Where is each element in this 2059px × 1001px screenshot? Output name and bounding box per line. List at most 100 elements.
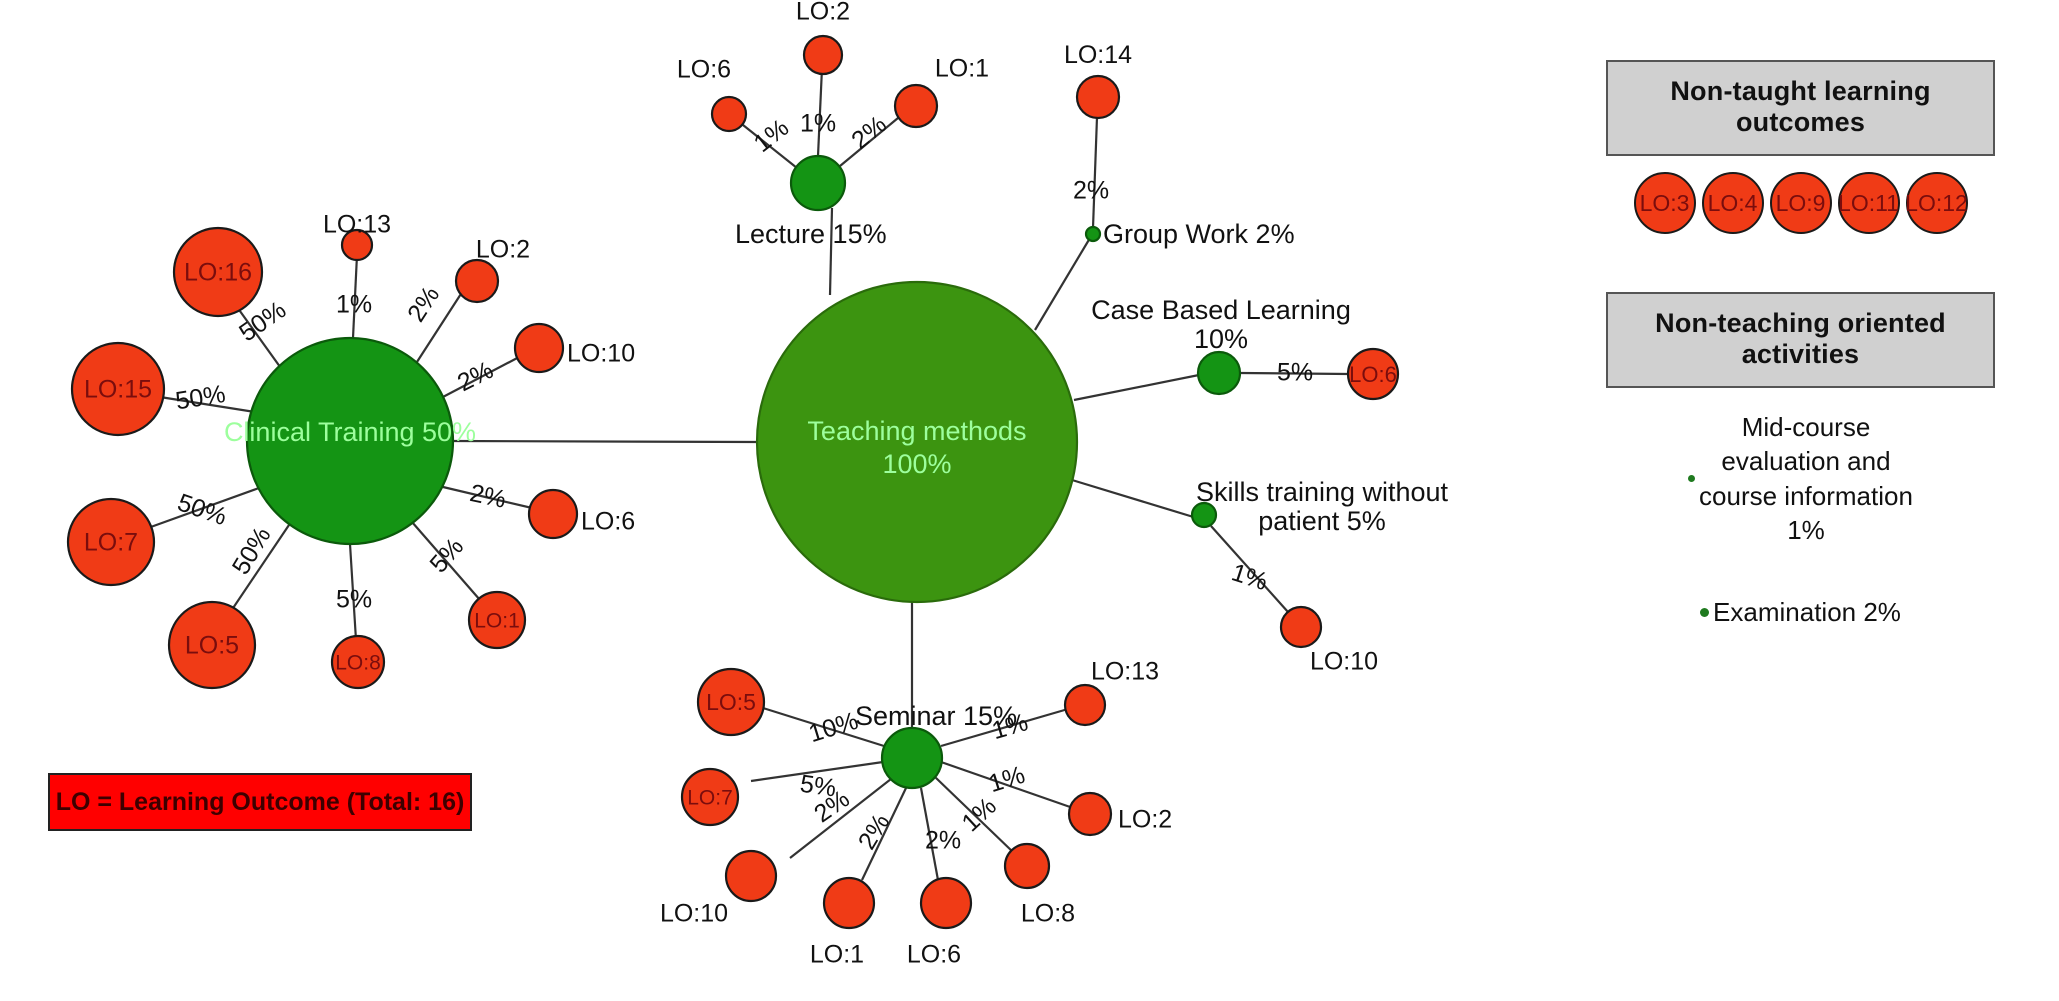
lo-node-seminar-lo10[interactable] — [724, 849, 778, 903]
lo-node-clinical-lo15[interactable] — [70, 341, 166, 437]
non-teaching-panel-title: Non-teaching oriented activities — [1606, 292, 1995, 388]
method-node-clinical-training[interactable] — [245, 336, 455, 546]
activity-item-midcourse[interactable]: Mid-course evaluation and course informa… — [1606, 410, 1995, 547]
lo-node-clinical-lo7[interactable] — [66, 497, 156, 587]
method-label-case-based-learning-line1: Case Based Learning — [1091, 295, 1351, 325]
activity-midcourse-text: Mid-course evaluation and course informa… — [1699, 410, 1913, 547]
edge-clinical-lo6 — [442, 485, 533, 510]
activity-examination-text: Examination 2% — [1713, 597, 1901, 628]
edge-clinical-lo8 — [348, 543, 358, 641]
edge-weight-seminar-lo6: 2% — [925, 827, 961, 855]
edge-seminar-lo10 — [789, 778, 892, 859]
lo-node-groupwork-lo14[interactable] — [1075, 74, 1121, 120]
edge-weight-seminar-lo2: 1% — [986, 761, 1029, 798]
lo-label-lecture-lo2: LO:2 — [796, 0, 850, 26]
lo-node-seminar-lo6[interactable] — [919, 876, 973, 930]
lo-label-clinical-lo1: LO:1 — [474, 610, 520, 633]
non-taught-lo-chip[interactable]: LO:11 — [1837, 172, 1900, 234]
lo-node-clinical-lo16[interactable] — [172, 226, 264, 318]
method-node-group-work[interactable] — [1084, 225, 1102, 243]
lo-node-seminar-lo7[interactable] — [680, 767, 740, 827]
lo-node-seminar-lo13[interactable] — [1063, 683, 1107, 727]
lo-label-clinical-lo2: LO:2 — [476, 236, 530, 264]
activity-midcourse-line4: 1% — [1787, 514, 1825, 545]
lo-node-clinical-lo8[interactable] — [330, 634, 386, 690]
edge-seminar-lo1 — [861, 787, 907, 881]
lo-node-seminar-lo5[interactable] — [696, 667, 766, 737]
edge-weight-lecture-lo6: 1% — [749, 114, 795, 158]
non-taught-lo-chip[interactable]: LO:12 — [1905, 172, 1968, 234]
lo-label-lecture-lo1: LO:1 — [935, 55, 989, 83]
lo-node-clinical-lo10[interactable] — [513, 322, 565, 374]
method-node-case-based-learning[interactable] — [1196, 350, 1242, 396]
lo-label-seminar-lo2: LO:2 — [1118, 806, 1172, 834]
edge-root-clinical-training — [452, 439, 758, 444]
lo-node-seminar-lo8[interactable] — [1003, 842, 1051, 890]
lo-node-casebased-lo6[interactable] — [1346, 347, 1400, 401]
edge-weight-clinical-lo6: 2% — [467, 479, 508, 514]
lo-node-skills-lo10[interactable] — [1279, 605, 1323, 649]
edge-seminar-lo8 — [934, 776, 1015, 854]
lo-node-clinical-lo6[interactable] — [527, 488, 579, 540]
lo-label-clinical-lo7: LO:7 — [84, 529, 138, 557]
edge-root-skills-training — [1071, 478, 1201, 521]
edge-root-group-work — [1034, 237, 1091, 331]
activity-midcourse-line3: course information — [1699, 480, 1913, 511]
edge-seminar-lo13 — [940, 707, 1069, 748]
edge-weight-clinical-lo1: 5% — [424, 533, 469, 579]
lo-node-clinical-lo5[interactable] — [167, 600, 257, 690]
edge-lecture-lo2 — [816, 67, 824, 157]
lo-label-clinical-lo6: LO:6 — [581, 508, 635, 536]
non-taught-learning-outcomes-panel: Non-taught learning outcomes LO:3 LO:4 L… — [1606, 60, 1995, 234]
lo-label-clinical-lo10: LO:10 — [567, 340, 635, 368]
edge-clinical-lo1 — [411, 521, 481, 601]
lo-label-seminar-lo1: LO:1 — [810, 941, 864, 969]
edge-clinical-lo2 — [414, 282, 469, 366]
seminar-lo-nodes: LO:5 LO:7 LO:10 LO:1 LO:6 LO:8 LO:2 LO:1… — [660, 658, 1172, 969]
lo-node-lecture-lo2[interactable] — [802, 34, 844, 76]
lo-label-seminar-lo8: LO:8 — [1021, 900, 1075, 928]
activity-item-examination[interactable]: Examination 2% — [1606, 595, 1995, 629]
non-taught-lo-chip[interactable]: LO:9 — [1769, 172, 1832, 234]
method-label-group-work: Group Work 2% — [1103, 219, 1295, 249]
method-label-clinical-training: Clinical Training 50% — [224, 417, 476, 447]
non-taught-panel-title: Non-taught learning outcomes — [1606, 60, 1995, 156]
method-label-teaching-methods-line2: 100% — [882, 449, 951, 479]
non-taught-lo-chip[interactable]: LO:3 — [1633, 172, 1696, 234]
edge-weight-lecture-lo2: 1% — [800, 110, 836, 138]
edge-weight-clinical-lo7: 50% — [174, 488, 230, 531]
edge-weight-casebased-lo6: 5% — [1277, 359, 1313, 387]
lo-node-clinical-lo2[interactable] — [454, 258, 500, 304]
edge-weight-clinical-lo15: 50% — [174, 380, 228, 415]
root-edges — [452, 207, 1201, 730]
edge-weight-seminar-lo1: 2% — [853, 809, 896, 854]
method-node-skills-training[interactable] — [1190, 501, 1218, 529]
case-based-branch: 5% LO:6 — [1239, 347, 1400, 401]
method-label-case-based-learning-line2: 10% — [1194, 324, 1248, 354]
edge-lecture-lo1 — [839, 117, 899, 167]
lo-node-seminar-lo2[interactable] — [1067, 791, 1113, 837]
lo-node-clinical-lo1[interactable] — [467, 590, 527, 650]
method-node-lecture[interactable] — [789, 154, 847, 212]
lo-label-clinical-lo5: LO:5 — [185, 632, 239, 660]
lo-label-seminar-lo13: LO:13 — [1091, 658, 1159, 686]
method-node-teaching-methods[interactable] — [755, 280, 1079, 604]
edge-skills-lo10 — [1210, 525, 1289, 613]
edge-clinical-lo7 — [147, 486, 260, 530]
edge-groupwork-lo14 — [1091, 116, 1099, 229]
lo-node-lecture-lo6[interactable] — [710, 95, 748, 133]
edge-clinical-lo5 — [224, 521, 292, 621]
method-nodes: Teaching methods 100% Clinical Training … — [224, 154, 1449, 790]
non-taught-lo-chip[interactable]: LO:4 — [1701, 172, 1764, 234]
edge-root-case-based — [1073, 373, 1200, 402]
lo-node-lecture-lo1[interactable] — [893, 83, 939, 129]
method-node-seminar[interactable] — [880, 726, 944, 790]
activity-midcourse-line1: Mid-course — [1741, 412, 1871, 442]
lo-node-clinical-lo13[interactable] — [340, 228, 374, 262]
lo-label-lecture-lo6: LO:6 — [677, 56, 731, 84]
edge-clinical-lo13 — [351, 254, 359, 339]
lo-label-clinical-lo15: LO:15 — [84, 376, 152, 404]
lo-node-seminar-lo1[interactable] — [822, 876, 876, 930]
